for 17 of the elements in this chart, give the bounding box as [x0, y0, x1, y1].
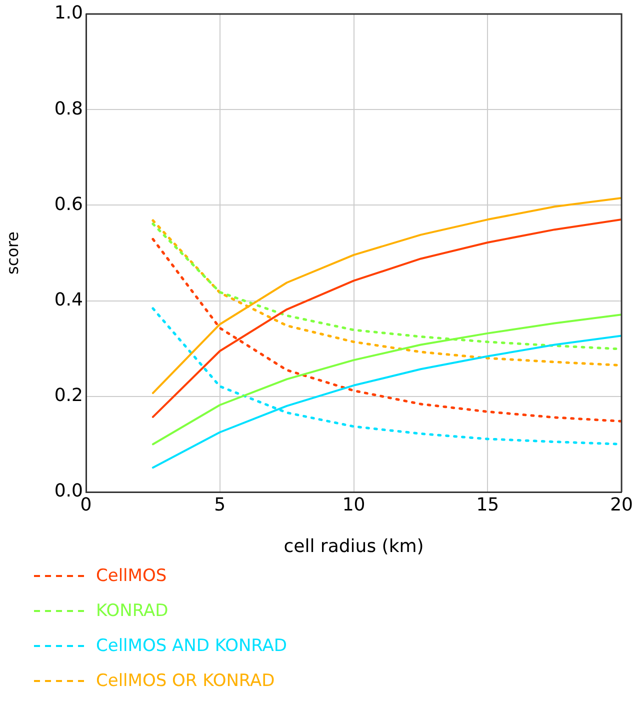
- y-tick-label: 1.0: [54, 2, 83, 24]
- y-tick-label: 0.8: [54, 98, 83, 120]
- legend-label: KONRAD: [96, 600, 168, 620]
- x-axis-title: cell radius (km): [284, 536, 424, 557]
- x-tick-label: 20: [610, 494, 633, 516]
- legend-label: CellMOS OR KONRAD: [96, 670, 275, 690]
- x-tick-label: 5: [214, 494, 226, 516]
- y-tick-label: 0.6: [54, 194, 83, 215]
- x-tick-label: 15: [476, 494, 500, 516]
- y-axis-title: score: [2, 232, 22, 274]
- x-tick-label: 10: [342, 494, 366, 516]
- y-tick-label: 0.2: [54, 385, 83, 406]
- legend-label: CellMOS: [96, 566, 167, 586]
- y-tick-label: 0.0: [54, 480, 83, 502]
- y-tick-label: 0.4: [54, 289, 83, 310]
- x-tick-label: 0: [80, 494, 92, 516]
- legend-label: CellMOS AND KONRAD: [96, 636, 288, 656]
